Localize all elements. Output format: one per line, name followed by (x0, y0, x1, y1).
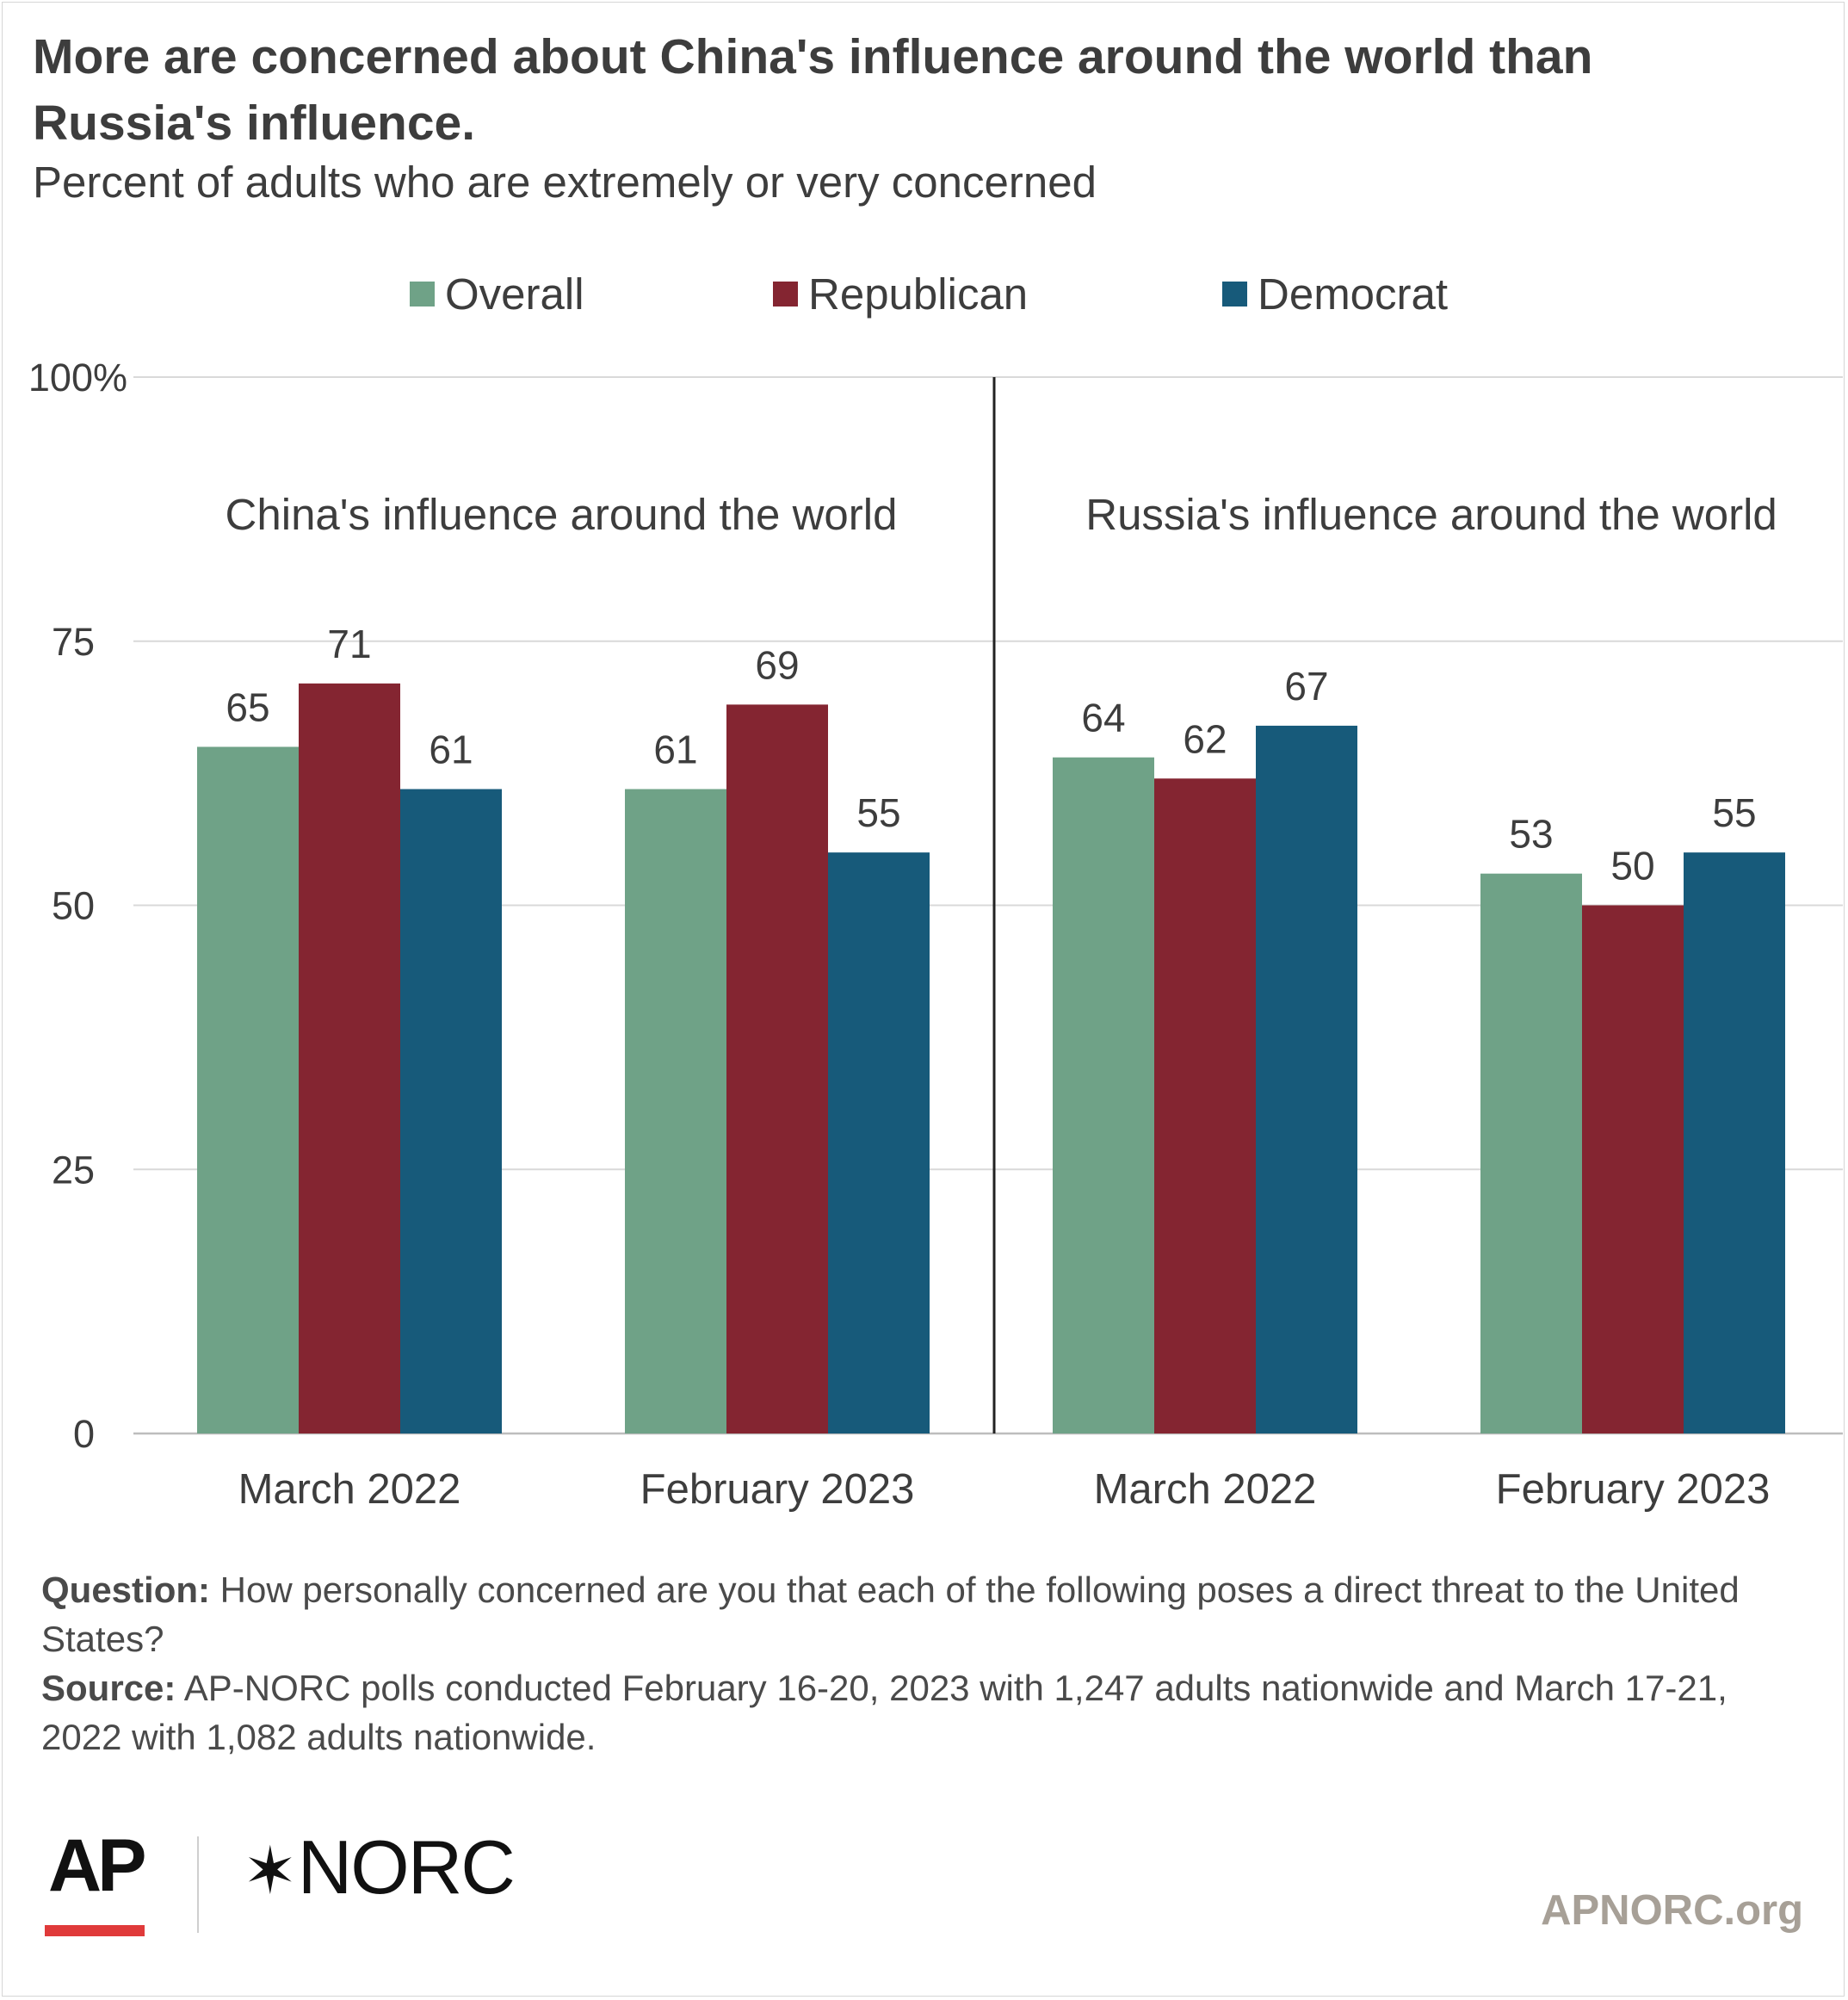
bar (1480, 873, 1582, 1433)
bar (299, 683, 400, 1433)
data-label: 69 (755, 642, 799, 687)
y-tick-label: 50 (52, 884, 95, 928)
bar (1582, 905, 1684, 1433)
data-label: 64 (1081, 696, 1125, 740)
x-tick-label: March 2022 (1094, 1466, 1317, 1513)
source-note: Source: AP-NORC polls conducted February… (41, 1663, 1797, 1762)
data-label: 61 (429, 728, 473, 772)
panel-title: Russia's influence around the world (1085, 490, 1777, 539)
data-label: 71 (327, 622, 371, 666)
bar (1256, 725, 1357, 1433)
norc-logo-text: NORC (297, 1824, 516, 1910)
y-tick-label: 0 (73, 1412, 95, 1456)
data-label: 55 (1712, 790, 1756, 835)
legend-item-democrat: Democrat (1222, 269, 1448, 319)
data-label: 53 (1509, 812, 1553, 857)
apnorc-website-link[interactable]: APNORC.org (1541, 1887, 1803, 1934)
legend-label-overall: Overall (445, 269, 584, 319)
x-tick-label: February 2023 (640, 1466, 915, 1513)
source-label: Source: (41, 1668, 176, 1708)
data-label: 62 (1183, 716, 1227, 761)
legend-item-republican: Republican (773, 269, 1028, 319)
question-text: How personally concerned are you that ea… (41, 1570, 1740, 1659)
bar (1154, 778, 1256, 1433)
bar (828, 852, 930, 1433)
bar (1684, 852, 1785, 1433)
question-note: Question: How personally concerned are y… (41, 1565, 1797, 1663)
y-tick-label: 100% (28, 356, 127, 399)
chart-title: More are concerned about China's influen… (33, 29, 1593, 151)
data-label: 61 (653, 728, 697, 772)
bar (726, 704, 828, 1433)
x-tick-label: February 2023 (1496, 1466, 1771, 1513)
norc-logo: ✶NORC (243, 1824, 516, 1911)
data-label: 50 (1610, 844, 1654, 889)
legend-swatch-overall (410, 282, 435, 307)
chart-subtitle: Percent of adults who are extremely or v… (33, 158, 1097, 207)
bar (197, 746, 299, 1433)
x-tick-label: March 2022 (238, 1466, 461, 1513)
legend-label-republican: Republican (808, 269, 1029, 319)
legend-item-overall: Overall (410, 269, 584, 319)
legend-label-democrat: Democrat (1258, 269, 1449, 319)
legend-swatch-democrat (1222, 282, 1247, 307)
bar (625, 789, 726, 1433)
ap-logo: AP (48, 1824, 146, 1907)
bar (1053, 757, 1154, 1433)
panel-title: China's influence around the world (226, 490, 898, 539)
source-text: AP-NORC polls conducted February 16-20, … (41, 1668, 1727, 1757)
data-label: 55 (856, 790, 900, 835)
data-label: 65 (226, 684, 269, 729)
norc-star-icon: ✶ (243, 1835, 298, 1908)
bar-chart: 0 25 50 75 100% China's influence around the … (28, 356, 1843, 1513)
chart-notes: Question: How personally concerned are y… (41, 1565, 1797, 1762)
legend-swatch-republican (773, 282, 798, 307)
question-label: Question: (41, 1570, 210, 1610)
bar (400, 789, 502, 1433)
y-tick-label: 75 (52, 620, 95, 664)
data-label: 67 (1284, 664, 1328, 709)
ap-logo-bar (45, 1925, 145, 1936)
y-tick-label: 25 (52, 1148, 95, 1192)
logo-divider (197, 1836, 199, 1933)
